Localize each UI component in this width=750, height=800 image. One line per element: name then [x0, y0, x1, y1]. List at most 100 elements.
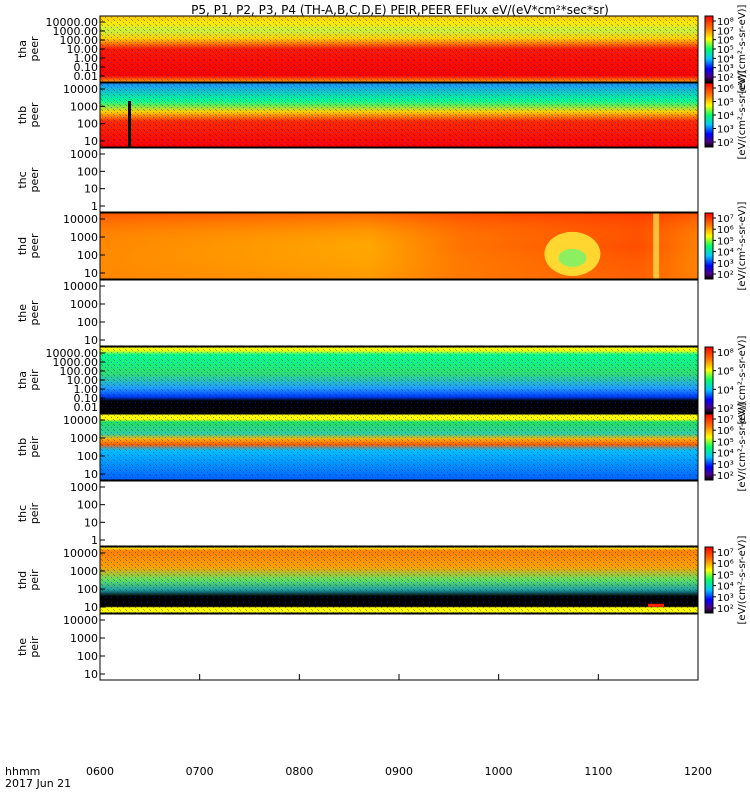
colorbar-tick-label-thd-peer: 10⁷: [717, 214, 734, 225]
ytick-label-thd-peir: 10: [84, 601, 98, 614]
ytick-label-the-peir: 1000: [70, 632, 98, 645]
colorbar-tick-label-thb-peer: 10⁴: [717, 111, 734, 122]
panel-label-bottom-tha-peir: peir: [28, 369, 41, 391]
colorbar-label-thd-peer: [eV/(cm²-s-sr-eV)]: [737, 201, 748, 290]
mode-bar-thd-peir: [648, 604, 664, 607]
colorbar-tick-label-thb-peir: 10²: [717, 471, 734, 482]
panel-label-bottom-tha-peer: peer: [28, 36, 41, 62]
colorbar-tick-label-thb-peir: 10⁵: [717, 437, 734, 448]
flux-core-thd-peer: [558, 249, 586, 267]
ytick-label-tha-peir: 0.01: [74, 401, 99, 414]
ytick-label-thb-peer: 10000: [63, 83, 98, 96]
xtick-label: 0600: [86, 765, 114, 778]
colorbar-tick-label-thd-peir: 10⁴: [717, 582, 734, 593]
ytick-label-the-peer: 10000: [63, 280, 98, 293]
spectrogram-noise-thb-peer: [100, 83, 698, 147]
colorbar-tick-label-thd-peir: 10⁷: [717, 548, 734, 559]
ytick-label-tha-peer: 0.01: [74, 70, 99, 83]
colorbar-tick-label-thd-peir: 10³: [717, 593, 734, 604]
panel-label-bottom-thd-peer: peer: [28, 233, 41, 259]
panel-label-bottom-thc-peer: peer: [28, 167, 41, 193]
colorbar-tick-label-thb-peer: 10⁵: [717, 98, 734, 109]
colorbar-tick-label-thd-peer: 10⁵: [717, 236, 734, 247]
panel-thd-peer: 10000100010010thd peer10⁷10⁶10⁵10⁴10³10²[…: [16, 201, 748, 290]
ytick-label-the-peir: 100: [77, 650, 98, 663]
ytick-label-thb-peer: 10: [84, 135, 98, 148]
ytick-label-thd-peir: 100: [77, 583, 98, 596]
data-gap-thb-peer: [128, 101, 131, 147]
panel-label-bottom-thb-peer: peer: [28, 102, 41, 128]
colorbar-thb-peir: 10⁷10⁶10⁵10⁴10³10² [eV/(cm²-s-sr-eV)]: [705, 402, 748, 491]
xtick-label: 1200: [684, 765, 712, 778]
ytick-label-thb-peir: 1000: [70, 432, 98, 445]
colorbar-gradient-tha-peer: [705, 16, 713, 82]
colorbar-thd-peer: 10⁷10⁶10⁵10⁴10³10² [eV/(cm²-s-sr-eV)]: [705, 201, 748, 290]
xtick-label: 0800: [285, 765, 313, 778]
ytick-label-thb-peer: 100: [77, 118, 98, 131]
colorbar-tick-label-thb-peer: 10⁶: [717, 84, 734, 95]
ytick-label-the-peir: 10000: [63, 614, 98, 627]
spectrogram-shade-thd-peer: [100, 213, 698, 279]
ytick-label-thd-peir: 1000: [70, 565, 98, 578]
date-label: 2017 Jun 21: [5, 777, 71, 790]
panel-label-bottom-thb-peir: peir: [28, 436, 41, 458]
ytick-label-thd-peer: 10000: [63, 213, 98, 226]
colorbar-tick-label-tha-peer: 10²: [717, 73, 734, 84]
colorbar-tick-label-tha-peir: 10⁸: [717, 348, 734, 359]
colorbar-tick-label-thd-peer: 10⁴: [717, 248, 734, 259]
ytick-label-thb-peir: 10: [84, 468, 98, 481]
ytick-label-thb-peer: 1000: [70, 100, 98, 113]
panel-label-bottom-the-peer: peer: [28, 300, 41, 326]
colorbar-gradient-thd-peir: [705, 547, 713, 613]
panel-tha-peir: 10000.001000.00100.0010.001.000.100.01th…: [16, 335, 748, 424]
ytick-label-thc-peer: 10: [84, 183, 98, 196]
ytick-label-the-peer: 10: [84, 334, 98, 347]
panel-frame-the-peir: [100, 614, 698, 680]
ytick-label-thc-peer: 100: [77, 165, 98, 178]
ytick-label-thc-peir: 1: [91, 534, 98, 547]
colorbar-tick-label-thd-peir: 10²: [717, 604, 734, 615]
colorbar-tick-label-thb-peir: 10⁶: [717, 426, 734, 437]
ytick-label-the-peer: 1000: [70, 298, 98, 311]
colorbar-label-thb-peer: [eV/(cm²-s-sr-eV)]: [737, 70, 748, 159]
spectrogram-noise-tha-peir: [100, 347, 698, 413]
xtick-label: 1000: [485, 765, 513, 778]
colorbar-tick-label-tha-peir: 10⁴: [717, 385, 734, 396]
panel-thb-peir: 10000100010010thb peir10⁷10⁶10⁵10⁴10³10²[…: [16, 402, 748, 491]
colorbar-gradient-thb-peir: [705, 414, 713, 480]
ytick-label-thd-peer: 100: [77, 249, 98, 262]
ytick-label-thd-peer: 1000: [70, 231, 98, 244]
colorbar-tick-label-thd-peer: 10⁶: [717, 225, 734, 236]
ytick-label-thd-peir: 10000: [63, 547, 98, 560]
ytick-label-thc-peir: 100: [77, 499, 98, 512]
colorbar-tick-label-thb-peir: 10⁴: [717, 449, 734, 460]
colorbar-tick-label-thb-peer: 10³: [717, 125, 734, 136]
ytick-label-thc-peer: 1000: [70, 148, 98, 161]
panel-frame-thc-peer: [100, 148, 698, 212]
panel-thd-peir: 10000100010010thd peir10⁷10⁶10⁵10⁴10³10²[…: [16, 535, 748, 624]
colorbar-gradient-thb-peer: [705, 83, 713, 147]
xtick-label: 1100: [584, 765, 612, 778]
colorbar-thb-peer: 10⁶ 10⁵ 10⁴ 10³ 10² [eV/(cm²-s-sr-eV)]: [705, 70, 748, 159]
panel-stack: 10000.001000.00100.0010.001.000.100.01th…: [16, 4, 748, 681]
ytick-label-the-peer: 100: [77, 316, 98, 329]
colorbar-tick-label-thd-peir: 10⁶: [717, 559, 734, 570]
panel-frame-the-peer: [100, 280, 698, 346]
ytick-label-thc-peer: 1: [91, 200, 98, 213]
colorbar-tick-label-thb-peir: 10³: [717, 460, 734, 471]
x-axis: 0600 0700 0800 0900 1000 1100 1200: [86, 674, 712, 778]
ytick-label-thc-peir: 1000: [70, 481, 98, 494]
panel-thc-peer: 1000 100 10 1 thc peer: [16, 148, 698, 213]
panel-frame-thc-peir: [100, 481, 698, 546]
colorbar-tick-label-thd-peer: 10³: [717, 259, 734, 270]
panel-thb-peer: 10000 1000 100 10 thb peer 10⁶ 10⁵ 10⁴ 10³ 10² [eV/…: [16, 70, 748, 159]
spectrogram-noise-tha-peer: [100, 16, 698, 82]
panel-label-bottom-thd-peir: peir: [28, 569, 41, 591]
colorbar-tick-label-thb-peir: 10⁷: [717, 415, 734, 426]
panel-the-peer: 10000100010010the peer: [16, 280, 698, 347]
page-title: P5, P1, P2, P3, P4 (TH-A,B,C,D,E) PEIR,P…: [191, 3, 609, 17]
ytick-label-the-peir: 10: [84, 668, 98, 681]
